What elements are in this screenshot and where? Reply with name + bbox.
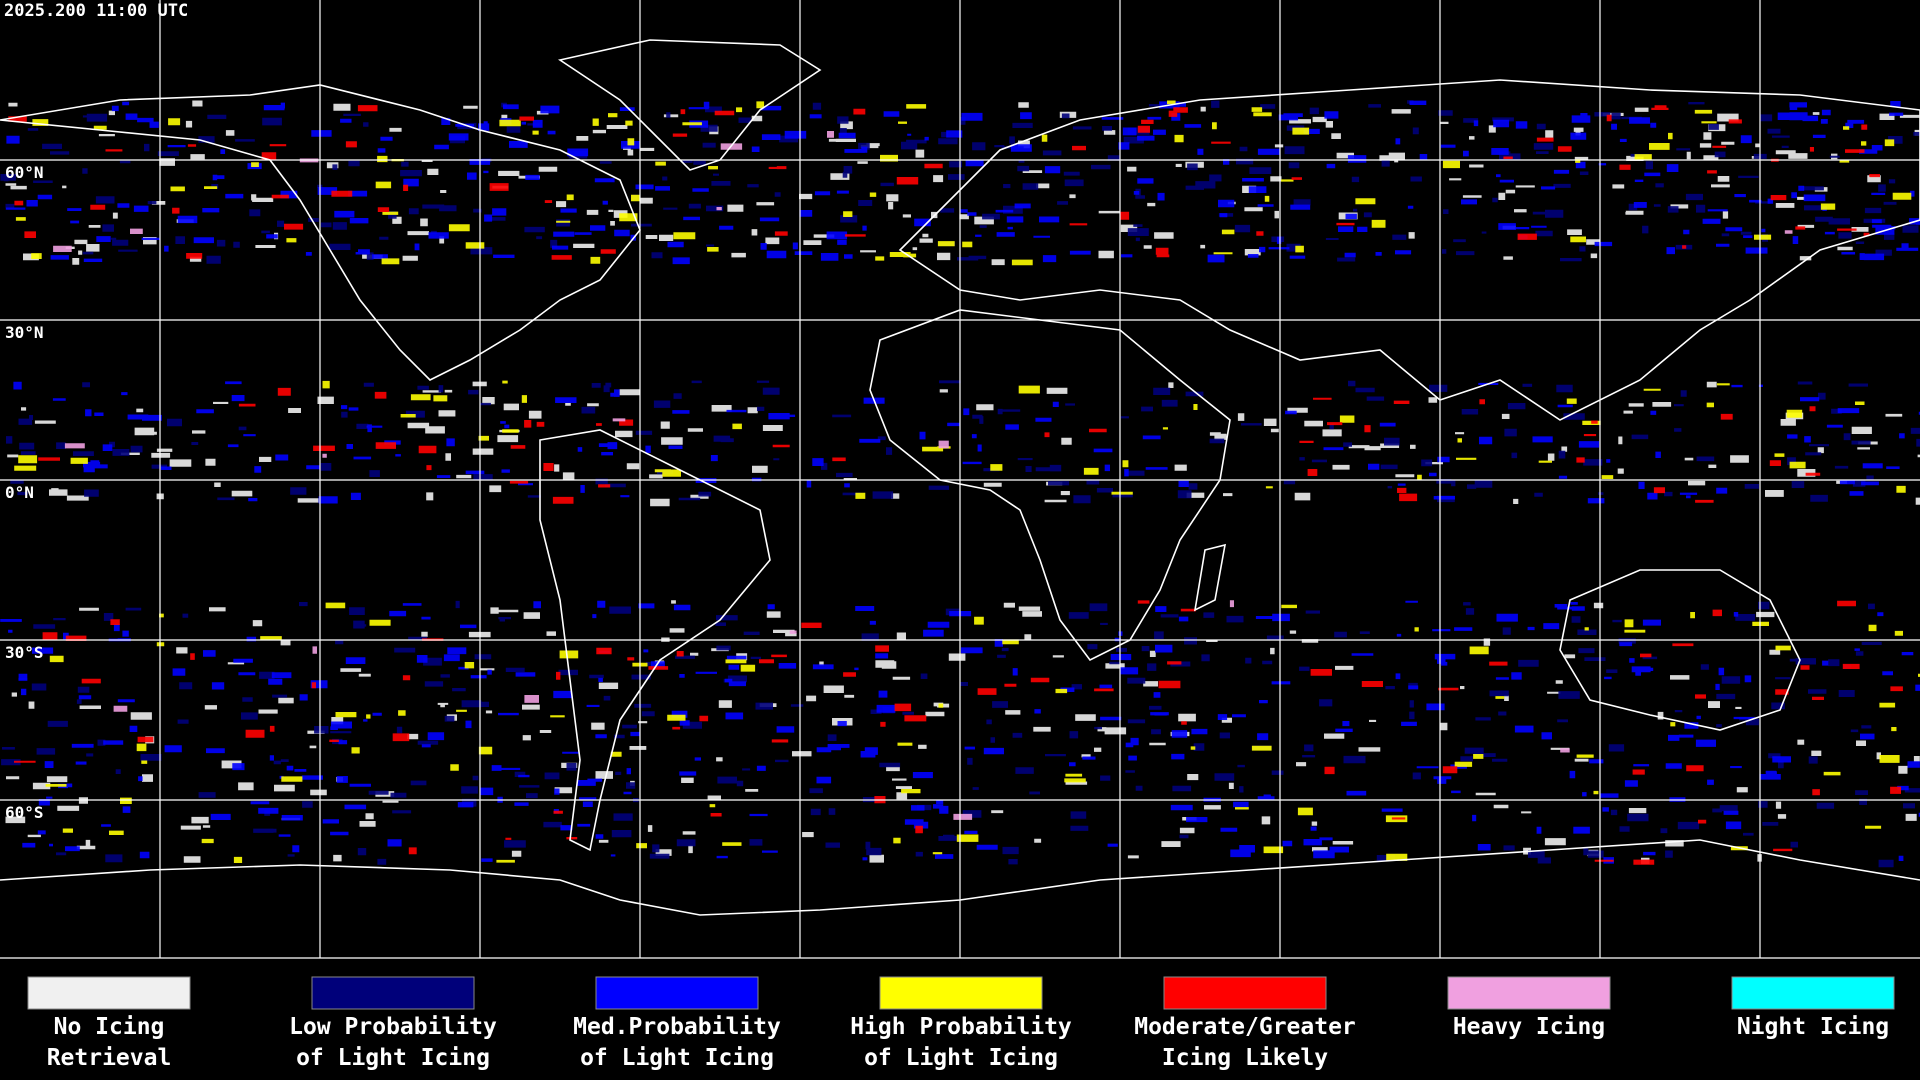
legend-swatch [1447, 976, 1611, 1010]
icing-speckle [5, 100, 1920, 266]
legend-label: Heavy Icing [1453, 1014, 1605, 1040]
antarctica [0, 839, 1920, 916]
legend-label: Low Probability [289, 1014, 497, 1040]
latitude-label: 30°S [5, 643, 44, 662]
legend-label: Night Icing [1737, 1014, 1889, 1040]
legend-label: High Probability [850, 1014, 1072, 1040]
legend-label: Moderate/Greater [1134, 1014, 1356, 1040]
legend-swatch [311, 976, 475, 1010]
legend-label: of Light Icing [864, 1045, 1058, 1071]
legend-label: Icing Likely [1162, 1045, 1328, 1071]
graticule [0, 0, 1920, 959]
legend-label: No Icing [54, 1014, 165, 1040]
legend-swatch [1731, 976, 1895, 1010]
north-america [0, 84, 641, 381]
madagascar [1193, 543, 1227, 612]
icing-speckle [38, 387, 1821, 504]
greenland [557, 39, 822, 171]
legend-label: Retrieval [47, 1045, 172, 1071]
latitude-label: 30°N [5, 323, 44, 342]
legend-swatch [1163, 976, 1327, 1010]
legend-label: of Light Icing [580, 1045, 774, 1071]
latitude-label: 60°N [5, 163, 44, 182]
australia [1559, 569, 1801, 731]
legend-swatch [879, 976, 1043, 1010]
icing-field [0, 100, 1920, 868]
latitude-label: 60°S [5, 803, 44, 822]
timestamp: 2025.200 11:00 UTC [4, 1, 188, 21]
legend-swatch [595, 976, 759, 1010]
legend-swatch [27, 976, 191, 1010]
legend: No Icing Retrieval Low Probability of Light… [27, 976, 1895, 1071]
legend-label: Med.Probability [573, 1014, 781, 1040]
latitude-labels: 60°N 30°N 0°N 30°S 60°S [5, 163, 44, 822]
eurasia [898, 79, 1920, 421]
legend-label: of Light Icing [296, 1045, 490, 1071]
latitude-label: 0°N [5, 483, 34, 502]
